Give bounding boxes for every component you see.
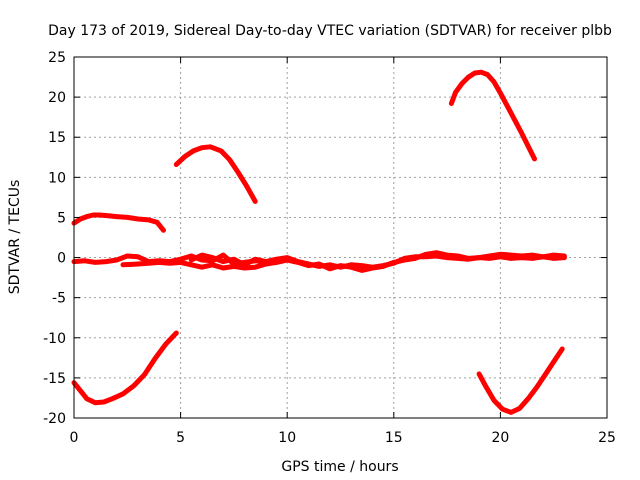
- x-tick-label: 25: [598, 430, 616, 446]
- series-line-near-zero-b: [120, 250, 567, 273]
- grid: [74, 57, 607, 418]
- series-line-arc-lower-late: [476, 346, 565, 415]
- series-line-arc-lower-early: [71, 330, 179, 406]
- x-tick-label: 15: [385, 430, 403, 446]
- x-tick-label: 10: [278, 430, 296, 446]
- x-tick-label: 20: [491, 430, 509, 446]
- chart-title: Day 173 of 2019, Sidereal Day-to-day VTE…: [48, 23, 612, 39]
- y-tick-label: 10: [48, 170, 66, 186]
- x-tick-label: 0: [70, 430, 79, 446]
- y-tick-label: 0: [57, 251, 66, 267]
- series-line-near-zero-c: [188, 252, 269, 268]
- y-axis-label: SDTVAR / TECUs: [7, 180, 23, 295]
- plot-frame: [73, 56, 608, 419]
- y-tick-label: -10: [43, 331, 66, 347]
- y-tick-label: 5: [57, 210, 66, 226]
- ticks: 0 5 10 15 20 25 -20 -15 -10 -5 0 5 10 15 20 25: [43, 50, 616, 446]
- y-tick-label: 20: [48, 90, 66, 106]
- series-line-arc-upper-early: [71, 212, 166, 233]
- y-tick-label: -20: [43, 411, 66, 427]
- x-tick-label: 5: [176, 430, 185, 446]
- y-tick-label: 25: [48, 50, 66, 66]
- series-line-arc-upper-mid: [173, 144, 258, 204]
- x-axis-label: GPS time / hours: [281, 459, 398, 475]
- series-group: [71, 69, 567, 415]
- y-tick-label: 15: [48, 130, 66, 146]
- series-line-arc-upper-late: [448, 69, 537, 162]
- y-tick-label: -15: [43, 371, 66, 387]
- y-tick-label: -5: [52, 291, 66, 307]
